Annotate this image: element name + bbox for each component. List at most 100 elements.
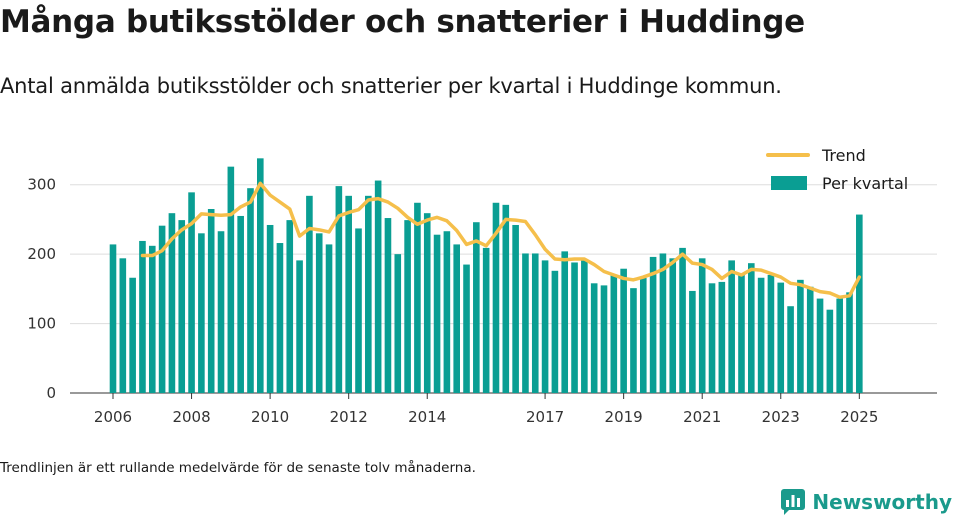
bar — [620, 268, 627, 393]
bar — [148, 245, 156, 393]
bar — [217, 231, 225, 393]
x-tick-label: 2010 — [251, 408, 289, 426]
bar — [139, 240, 146, 393]
legend-trend-label: Trend — [821, 146, 866, 165]
x-tick-label: 2019 — [605, 408, 643, 426]
bar — [276, 243, 284, 393]
bar — [551, 270, 559, 393]
bar — [610, 274, 618, 393]
footnote: Trendlinjen är ett rullande medelvärde f… — [0, 460, 476, 476]
x-tick-label: 2023 — [762, 408, 800, 426]
legend-bar-label: Per kvartal — [822, 174, 908, 193]
bar — [335, 186, 343, 393]
bar — [728, 260, 735, 393]
axes: 0 100 200 300 2006 2008 2010 2012 2014 2017 2019 20… — [27, 176, 878, 426]
x-tick-label: 2012 — [330, 408, 368, 426]
bar — [158, 225, 166, 393]
bar — [531, 253, 539, 393]
bar — [581, 260, 588, 393]
bar — [522, 253, 529, 393]
bar — [443, 231, 451, 393]
bar — [698, 258, 706, 393]
bar — [571, 262, 578, 393]
bar — [178, 220, 186, 393]
bar — [237, 215, 244, 393]
bar — [257, 158, 264, 393]
bar — [639, 277, 647, 393]
chart-subtitle: Antal anmälda butiksstölder och snatteri… — [0, 74, 782, 98]
chart-area: 0 100 200 300 2006 2008 2010 2012 2014 2017 2019 20… — [27, 146, 937, 426]
bar — [738, 274, 745, 393]
bar — [345, 195, 352, 393]
bar — [806, 286, 814, 393]
bar — [286, 220, 294, 393]
bar — [689, 290, 696, 393]
bar — [856, 214, 863, 393]
x-tick-label: 2017 — [526, 408, 564, 426]
bar — [836, 298, 843, 393]
x-tick-label: 2021 — [683, 408, 721, 426]
bar — [541, 260, 549, 393]
bar — [355, 228, 362, 393]
y-tick-label: 100 — [27, 315, 56, 333]
bar — [227, 166, 235, 393]
y-tick-label: 0 — [46, 384, 56, 402]
bar — [394, 254, 402, 393]
bar — [296, 260, 303, 393]
x-tick-label: 2014 — [408, 408, 446, 426]
trend-line — [140, 181, 862, 299]
trend-series — [140, 181, 862, 299]
x-tick-label: 2006 — [94, 408, 132, 426]
y-tick-label: 300 — [27, 176, 56, 194]
bar — [826, 309, 834, 393]
bar — [207, 209, 215, 393]
bar — [767, 274, 775, 393]
bar — [816, 298, 824, 393]
bar — [492, 202, 500, 393]
bar — [748, 263, 755, 393]
bar — [630, 288, 637, 393]
bar — [453, 244, 460, 393]
bar — [659, 253, 667, 393]
brand-name: Newsworthy — [812, 490, 952, 514]
bar — [374, 180, 382, 393]
bar — [787, 306, 794, 393]
bar — [679, 247, 686, 393]
bar — [718, 281, 726, 393]
bar — [266, 224, 274, 393]
bar — [129, 277, 136, 393]
bar — [777, 282, 785, 393]
newsworthy-logo-icon — [781, 489, 806, 515]
bar — [109, 244, 117, 393]
bar — [365, 195, 372, 393]
bar — [423, 213, 431, 393]
bar — [757, 277, 765, 393]
x-tick-label: 2008 — [172, 408, 210, 426]
brand-logo[interactable]: Newsworthy — [780, 488, 952, 516]
y-tick-label: 200 — [27, 245, 56, 263]
bar — [315, 233, 323, 393]
bar — [198, 233, 205, 393]
bar — [463, 264, 470, 393]
bar — [433, 234, 441, 393]
bar — [414, 202, 421, 393]
bar — [600, 285, 608, 393]
bar — [473, 222, 480, 393]
bar — [846, 292, 853, 393]
bar — [502, 204, 510, 393]
bar — [384, 218, 392, 393]
bar — [649, 256, 657, 393]
bar — [512, 224, 519, 393]
bar — [306, 195, 313, 393]
bar — [590, 283, 598, 393]
bar — [708, 283, 716, 393]
bar — [797, 279, 804, 393]
bar-series — [109, 158, 863, 393]
bar — [325, 244, 333, 393]
bar — [188, 192, 195, 393]
x-tick-label: 2025 — [840, 408, 878, 426]
bar — [168, 213, 176, 393]
bar — [669, 258, 677, 393]
bar — [482, 247, 490, 393]
bar — [404, 220, 411, 393]
